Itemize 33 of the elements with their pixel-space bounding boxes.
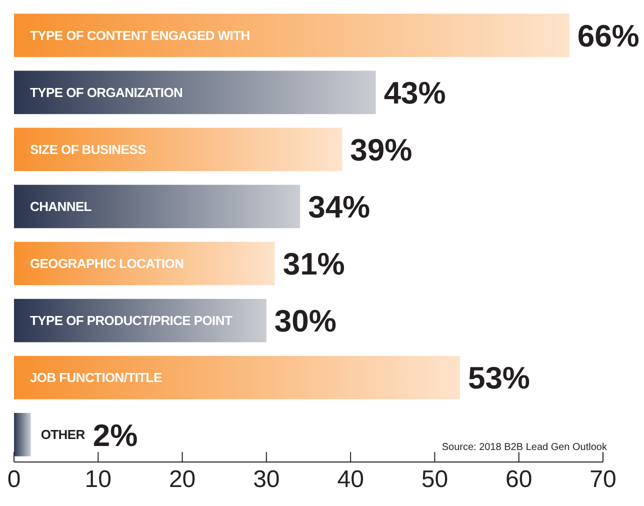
data-label: 39% bbox=[350, 132, 412, 168]
data-label: 66% bbox=[577, 18, 640, 54]
bar bbox=[14, 242, 275, 286]
y-tick-label: CHANNEL bbox=[30, 199, 92, 214]
x-tick-label: 0 bbox=[7, 466, 21, 494]
x-tick-label: 50 bbox=[421, 466, 448, 494]
data-label: 31% bbox=[282, 246, 345, 282]
y-tick-label: JOB FUNCTION/TITLE bbox=[30, 370, 162, 386]
x-tick-label: 30 bbox=[253, 466, 280, 494]
data-label: 53% bbox=[468, 360, 530, 396]
data-label: 34% bbox=[308, 190, 370, 225]
y-tick-label: OTHER bbox=[40, 427, 86, 442]
y-tick-label: TYPE OF PRODUCT/PRICE POINT bbox=[30, 313, 232, 328]
bar bbox=[14, 70, 376, 114]
data-label: 43% bbox=[384, 76, 446, 111]
x-tick-label: 20 bbox=[168, 466, 196, 494]
data-label: 2% bbox=[92, 418, 138, 453]
y-tick-label: TYPE OF ORGANIZATION bbox=[30, 84, 183, 100]
y-tick-label: GEOGRAPHIC LOCATION bbox=[30, 256, 184, 272]
data-label: 30% bbox=[274, 304, 336, 339]
x-tick-label: 10 bbox=[84, 466, 112, 494]
x-tick-label: 60 bbox=[506, 466, 532, 494]
annotation: Source: 2018 B2B Lead Gen Outlook bbox=[442, 442, 608, 453]
bar bbox=[14, 14, 570, 58]
y-tick-label: SIZE OF BUSINESS bbox=[30, 142, 146, 157]
bar bbox=[14, 356, 460, 400]
x-tick-label: 40 bbox=[337, 466, 364, 494]
bar bbox=[14, 412, 31, 456]
bar bbox=[14, 128, 342, 172]
x-tick-label: 70 bbox=[590, 466, 616, 494]
bar bbox=[14, 298, 266, 342]
bar bbox=[14, 184, 300, 228]
y-tick-label: TYPE OF CONTENT ENGAGED WITH bbox=[30, 28, 250, 43]
